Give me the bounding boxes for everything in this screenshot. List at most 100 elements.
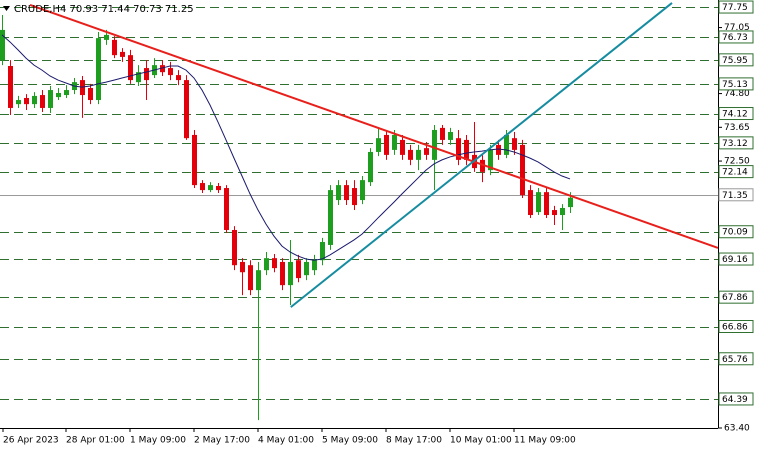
candle-body xyxy=(296,260,301,279)
candle-body xyxy=(48,90,53,108)
candle-body xyxy=(280,261,285,286)
level-box xyxy=(718,225,754,239)
chart-title: CRUDE,H4 70.93 71.44 70.73 71.25 xyxy=(14,4,194,15)
level-box xyxy=(718,252,754,266)
candle-body xyxy=(160,65,165,73)
candle-body xyxy=(240,261,245,273)
candle-body xyxy=(208,185,213,191)
x-tick-label: 11 May 09:00 xyxy=(514,436,576,446)
level-box xyxy=(718,30,754,44)
level-box xyxy=(718,352,754,366)
candle-body xyxy=(376,138,381,152)
level-label: 64.39 xyxy=(722,395,748,405)
level-label: 76.73 xyxy=(722,33,748,43)
level-label: 72.14 xyxy=(722,168,748,178)
candle-body xyxy=(336,185,341,201)
candle-body xyxy=(320,242,325,261)
x-tick-label: 10 May 01:00 xyxy=(450,436,512,446)
candle-body xyxy=(16,100,21,105)
level-box xyxy=(718,77,754,91)
x-tick-label: 26 Apr 2023 xyxy=(3,436,59,446)
candle-body xyxy=(528,190,533,216)
candle-body xyxy=(112,39,117,56)
price-box xyxy=(718,188,754,202)
candle-body xyxy=(448,132,453,140)
level-box xyxy=(718,53,754,67)
candle-body xyxy=(192,134,197,186)
candle-body xyxy=(168,68,173,76)
y-tick-label: 77.05 xyxy=(724,23,750,33)
candle-body xyxy=(200,183,205,191)
x-tick-label: 4 May 01:00 xyxy=(258,436,314,446)
candle-body xyxy=(8,66,13,108)
candle-body xyxy=(288,261,293,286)
x-tick-label: 5 May 09:00 xyxy=(322,436,378,446)
level-box xyxy=(718,290,754,304)
candle-body xyxy=(512,138,517,150)
candle-body xyxy=(456,138,461,160)
candle-body xyxy=(80,80,85,96)
candle-body xyxy=(128,55,133,81)
level-label: 67.86 xyxy=(722,293,748,303)
candle-body xyxy=(344,185,349,201)
candle-body xyxy=(264,258,269,271)
candle-body xyxy=(384,134,389,155)
candle-body xyxy=(328,190,333,245)
level-box xyxy=(718,136,754,150)
level-label: 69.16 xyxy=(722,255,748,265)
menu-icon[interactable] xyxy=(3,6,10,11)
candle-body xyxy=(568,197,573,208)
candle-body xyxy=(144,68,149,81)
candle-body xyxy=(56,92,61,98)
x-tick-label: 28 Apr 01:00 xyxy=(66,436,125,446)
level-label: 73.12 xyxy=(722,139,748,149)
y-tick-label: 72.50 xyxy=(724,157,750,167)
candle-body xyxy=(96,38,101,101)
level-label: 66.86 xyxy=(722,323,748,333)
candle-body xyxy=(400,139,405,155)
y-tick-label: 74.80 xyxy=(724,89,750,99)
candle-body xyxy=(496,144,501,155)
level-label: 74.12 xyxy=(722,110,748,120)
candle-body xyxy=(256,270,261,291)
plot-area xyxy=(0,2,719,421)
candle-body xyxy=(488,149,493,171)
candle-body xyxy=(552,210,557,216)
candle-body xyxy=(440,127,445,140)
y-tick-label: 63.40 xyxy=(724,424,750,434)
level-box xyxy=(718,0,754,14)
x-tick-label: 2 May 17:00 xyxy=(194,436,250,446)
candle-body xyxy=(392,134,397,150)
level-box xyxy=(718,107,754,121)
candle-body xyxy=(424,148,429,155)
level-box xyxy=(718,392,754,406)
candle-body xyxy=(368,151,373,183)
level-label: 70.09 xyxy=(722,228,748,238)
candle-body xyxy=(120,51,125,57)
candle-body xyxy=(0,29,5,61)
x-tick-label: 8 May 17:00 xyxy=(386,436,442,446)
trendline xyxy=(290,2,673,308)
candle-body xyxy=(520,144,525,196)
candle-body xyxy=(32,95,37,105)
candle-body xyxy=(416,149,421,160)
candle-body xyxy=(248,265,253,291)
candle-body xyxy=(544,192,549,216)
x-tick-label: 1 May 09:00 xyxy=(130,436,186,446)
level-label: 77.75 xyxy=(722,3,748,13)
candle-body xyxy=(464,139,469,160)
candle-body xyxy=(272,258,277,269)
candle-body xyxy=(304,261,309,276)
candle-body xyxy=(432,129,437,160)
moving-average xyxy=(1,34,571,261)
candle-body xyxy=(184,80,189,139)
trendline xyxy=(29,4,719,249)
level-box xyxy=(718,320,754,334)
candle-body xyxy=(64,90,69,96)
level-label: 75.95 xyxy=(722,56,748,66)
candle-body xyxy=(360,180,365,201)
level-label: 75.13 xyxy=(722,80,748,90)
candle-body xyxy=(480,159,485,172)
candle-body xyxy=(216,185,221,191)
